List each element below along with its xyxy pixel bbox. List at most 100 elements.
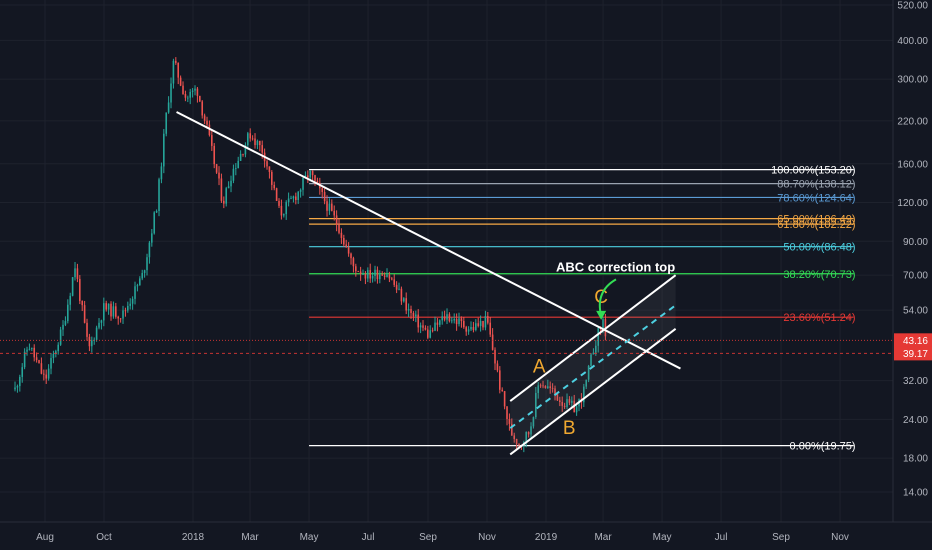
candle-body (506, 406, 508, 419)
candle-body (367, 270, 369, 279)
candle-body (103, 303, 105, 321)
candle-body (412, 312, 415, 317)
candle-body (391, 278, 393, 280)
candle-body (561, 401, 564, 406)
price-axis[interactable] (893, 0, 932, 522)
x-tick-label: Mar (594, 532, 612, 543)
candle-body (448, 314, 451, 322)
x-tick-label: 2018 (182, 532, 205, 543)
candle-body (458, 318, 460, 325)
candle-body (374, 269, 376, 276)
candle-body (21, 367, 24, 377)
y-tick-label: 90.00 (903, 237, 928, 248)
candle-body (410, 309, 412, 313)
candle-body (160, 166, 163, 180)
candle-body (547, 386, 549, 389)
candle-body (527, 432, 530, 435)
candle-body (491, 334, 494, 350)
candle-body (127, 305, 129, 311)
candle-body (196, 88, 199, 96)
candle-body (499, 370, 501, 390)
candle-body (244, 145, 247, 155)
candle-body (333, 210, 336, 216)
candle-body (19, 376, 21, 387)
candle-body (347, 247, 350, 254)
x-tick-label: Sep (772, 532, 790, 543)
candle-body (227, 186, 230, 189)
descending-trendline[interactable] (176, 111, 681, 370)
channel-mid-line[interactable] (509, 304, 677, 429)
candle-body (50, 358, 52, 369)
candle-body (45, 374, 48, 379)
candle-body (179, 77, 182, 86)
candle-body (503, 391, 506, 407)
candle-body (563, 405, 566, 407)
candle-body (489, 322, 492, 335)
candle-body (595, 345, 597, 353)
channel-lower-line[interactable] (509, 328, 677, 456)
channel-upper-line[interactable] (509, 274, 677, 402)
candle-body (314, 175, 316, 181)
candle-body (237, 160, 240, 169)
candle-body (191, 90, 194, 92)
candle-body (177, 62, 180, 78)
candle-body (239, 153, 242, 161)
x-axis-labels: Aug Oct 2018 Mar May Jul Sep Nov 2019 Mar May Jul Se… (36, 532, 849, 543)
fib-retracement[interactable]: 100.00%(153.20) 88.70%(138.12)78.60%(124.… (309, 165, 856, 453)
x-tick-label: Jul (715, 532, 728, 543)
x-tick-label: 2019 (535, 532, 558, 543)
time-axis[interactable] (0, 522, 932, 550)
candles (14, 57, 607, 453)
candle-body (69, 295, 72, 305)
candle-body (575, 406, 578, 413)
candle-body (62, 324, 64, 330)
candle-body (52, 353, 55, 359)
candle-body (465, 327, 468, 332)
candle-body (494, 349, 496, 364)
candle-body (136, 285, 139, 287)
candle-body (91, 340, 93, 347)
candle-body (400, 288, 403, 302)
candle-body (518, 443, 520, 446)
candle-body (146, 257, 148, 271)
candle-body (43, 373, 45, 375)
candle-body (602, 319, 604, 330)
candle-body (110, 303, 112, 317)
candle-body (309, 170, 312, 178)
candle-body (100, 320, 103, 323)
fib-level-label: 88.70%(138.12) (777, 179, 855, 191)
candle-body (218, 172, 220, 179)
candle-body (98, 322, 100, 328)
candle-body (470, 327, 472, 330)
candle-body (587, 365, 590, 380)
y-axis-labels: 520.00 400.00 300.00 220.00 160.00 120.00 90.0… (897, 1, 928, 499)
candle-body (225, 188, 228, 204)
y-tick-label: 70.00 (903, 271, 928, 282)
annotation-arrowhead (596, 310, 607, 320)
price-tag (894, 333, 932, 348)
candle-body (283, 214, 285, 216)
candle-body (35, 357, 38, 361)
candle-body (230, 180, 232, 187)
candle-body (383, 275, 386, 277)
y-tick-label: 54.00 (903, 306, 928, 317)
candle-body (194, 88, 196, 91)
candle-body (134, 286, 136, 299)
x-tick-label: May (653, 532, 672, 543)
candle-body (371, 275, 374, 279)
candle-body (331, 203, 333, 211)
candle-body (148, 242, 151, 258)
candle-body (213, 145, 216, 165)
wave-label: A (533, 356, 546, 377)
drawings[interactable] (176, 111, 681, 456)
fib-level-label: 0.00%(19.75) (790, 441, 856, 453)
candle-body (542, 385, 544, 387)
candle-body (153, 212, 156, 234)
candle-body (14, 387, 16, 390)
candle-body (369, 270, 372, 279)
candle-body (388, 274, 391, 279)
candle-body (393, 279, 396, 285)
candle-body (249, 133, 252, 139)
candle-body (172, 60, 175, 84)
